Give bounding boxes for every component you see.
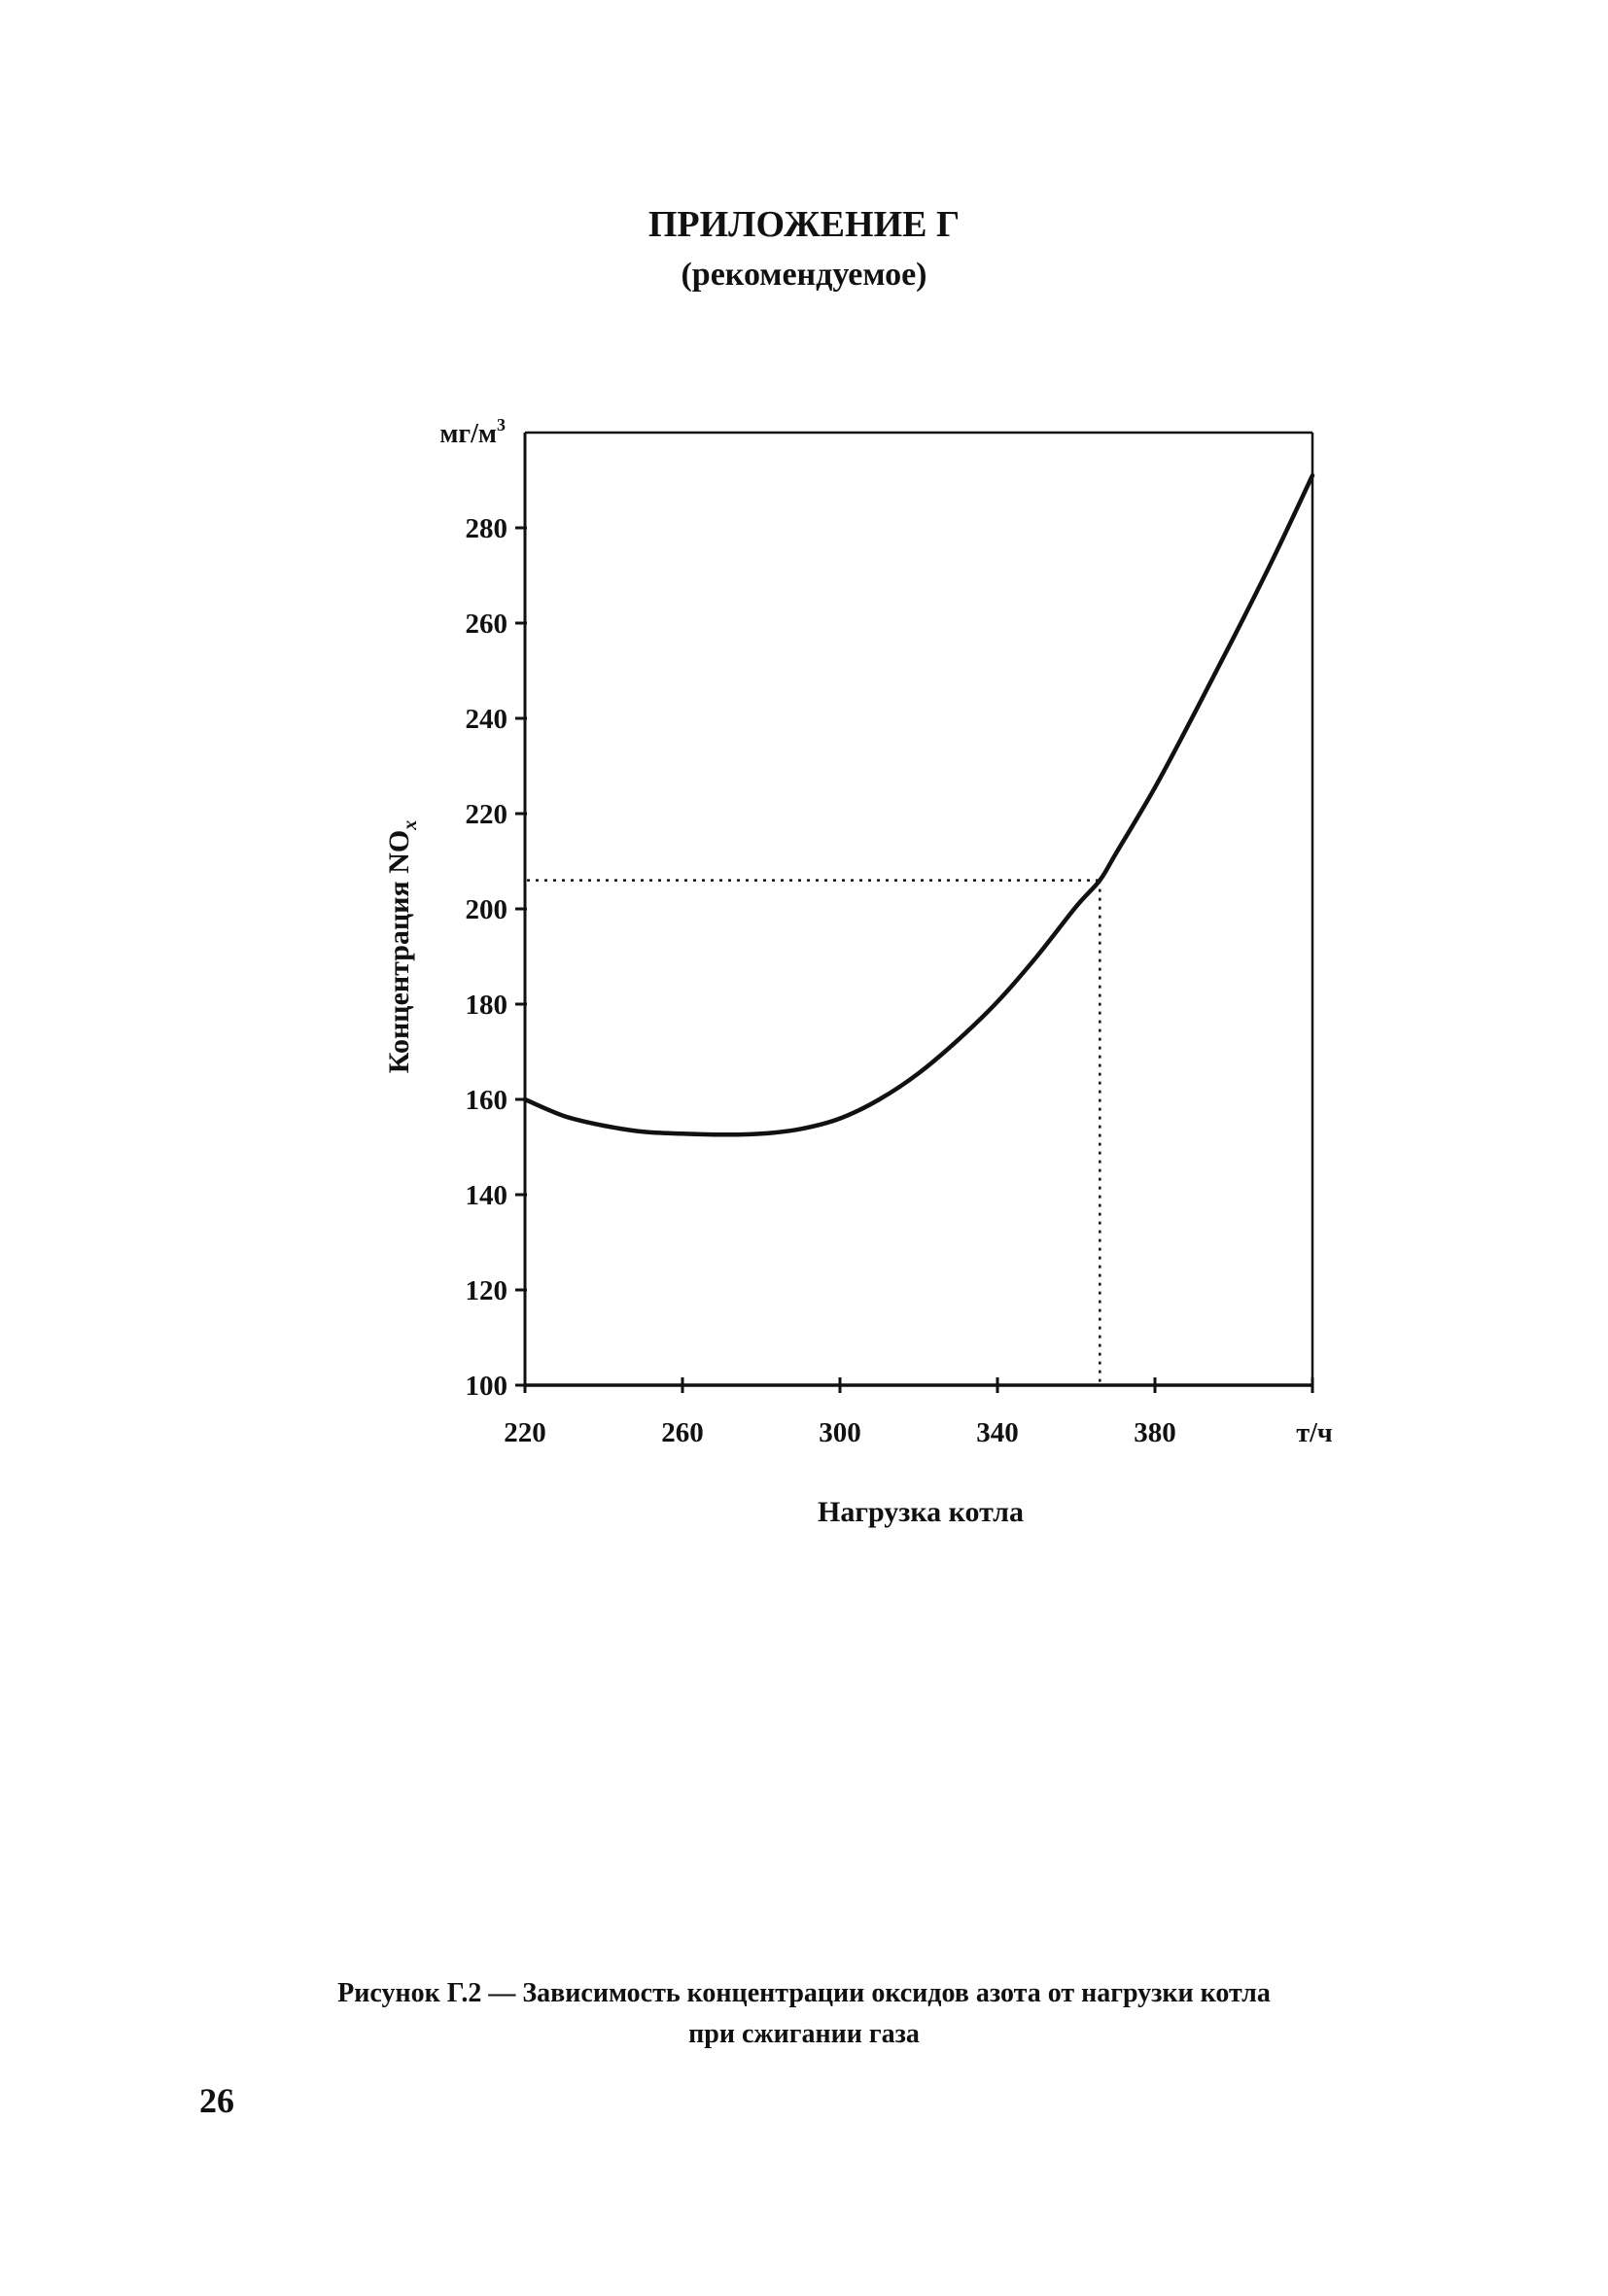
appendix-heading: ПРИЛОЖЕНИЕ Г (рекомендуемое)	[0, 199, 1608, 300]
x-tick-label-340: 340	[976, 1417, 1019, 1448]
y-tick-label-220: 220	[466, 799, 508, 830]
nox-concentration-chart: 100 120 140 160 180 200 220 240 260 280 220 260 300 3…	[383, 415, 1333, 1528]
series-line-0	[522, 472, 1315, 1137]
y-tick-label-120: 120	[466, 1275, 508, 1306]
y-tick-label-140: 140	[466, 1180, 508, 1211]
x-tick-label-380: 380	[1134, 1417, 1176, 1448]
caption-line-2: при сжигании газа	[688, 2019, 920, 2049]
y-tick-label-160: 160	[466, 1085, 508, 1116]
x-tick-label-300: 300	[819, 1417, 861, 1448]
y-tick-label-180: 180	[466, 990, 508, 1021]
appendix-title: ПРИЛОЖЕНИЕ Г	[647, 204, 961, 245]
x-tick-label-260: 260	[661, 1417, 704, 1448]
y-tick-label-280: 280	[466, 513, 508, 544]
y-axis-title-subscript: x	[400, 820, 421, 831]
x-axis-title: Нагрузка котла	[818, 1496, 1024, 1528]
x-unit-label: т/ч	[1296, 1418, 1333, 1448]
caption-line-1: Рисунок Г.2 — Зависимость концентрации о…	[337, 1978, 1271, 2008]
y-tick-label-200: 200	[466, 894, 508, 925]
page-number: 26	[199, 2081, 234, 2120]
y-unit-superscript: 3	[497, 415, 506, 435]
x-tick-label-220: 220	[504, 1417, 546, 1448]
y-tick-label-100: 100	[466, 1371, 508, 1402]
y-tick-label-240: 240	[466, 704, 508, 735]
y-axis-title: Концентрация NOx	[383, 820, 421, 1074]
appendix-status: (рекомендуемое)	[681, 257, 927, 293]
y-unit-label: мг/м3	[439, 415, 506, 449]
figure-caption: Рисунок Г.2 — Зависимость концентрации о…	[0, 1973, 1608, 2055]
y-tick-label-260: 260	[466, 609, 508, 640]
